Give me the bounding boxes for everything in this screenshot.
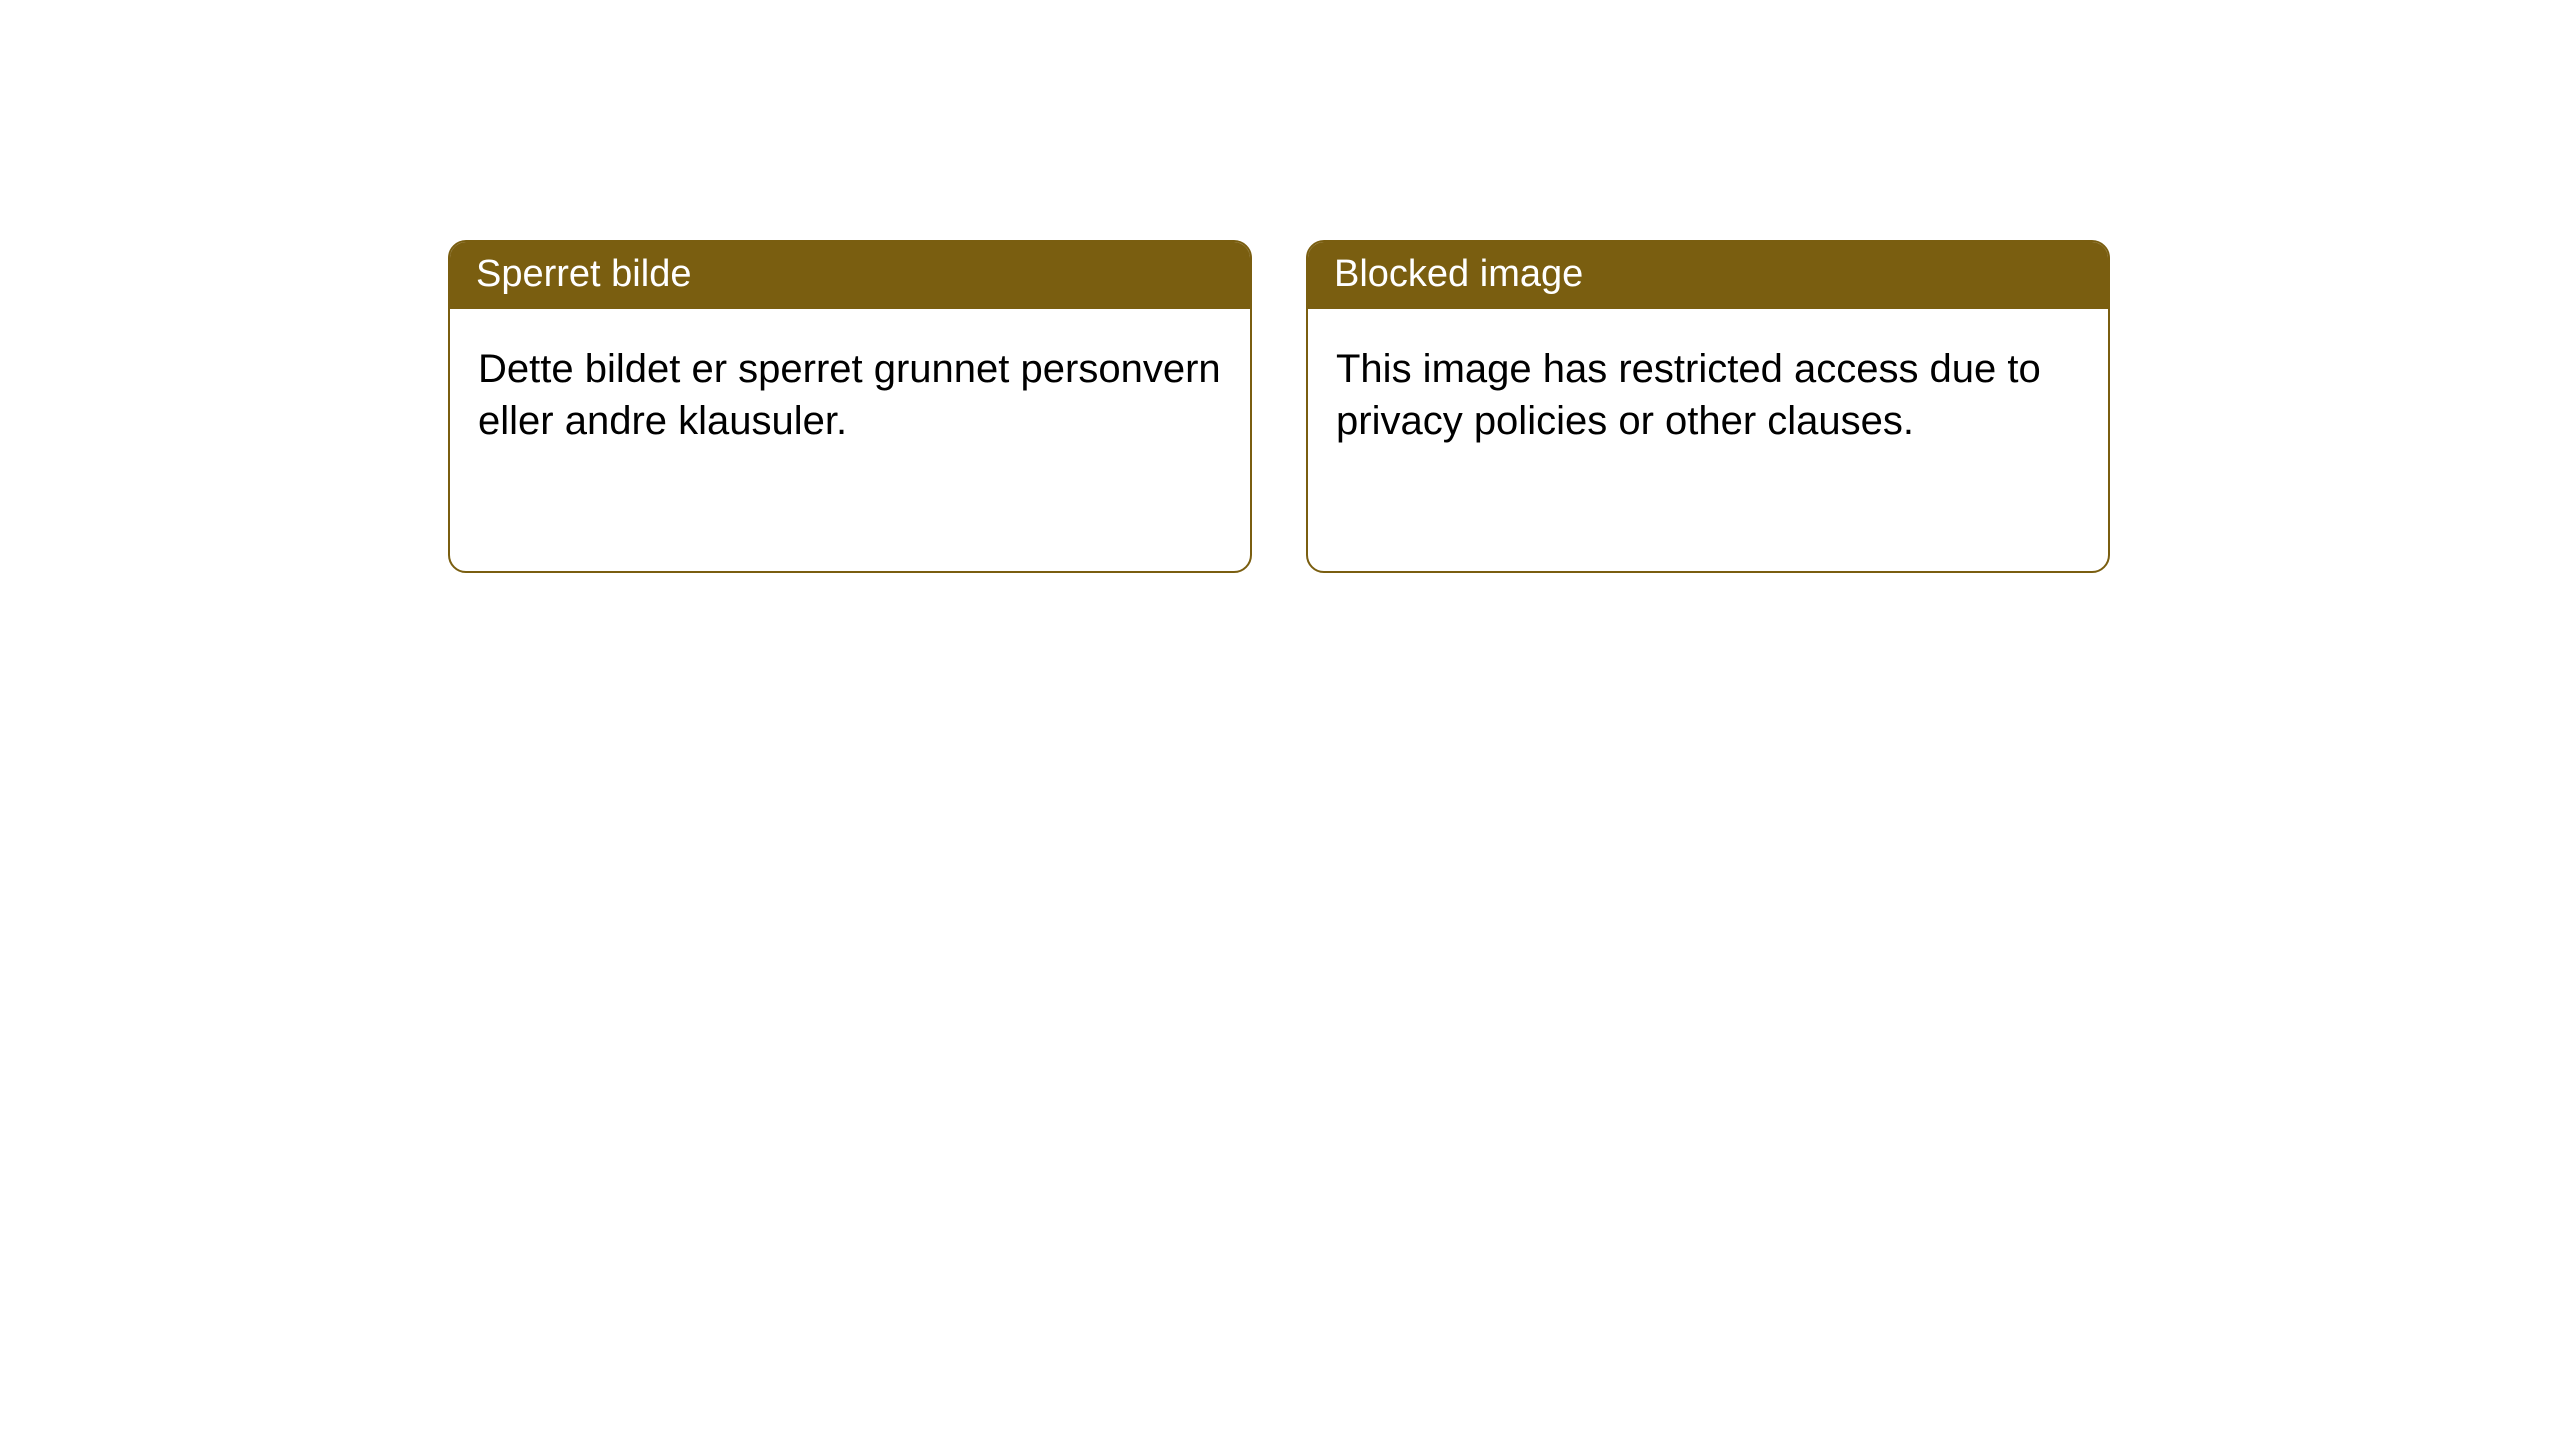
notice-title-no: Sperret bilde bbox=[450, 242, 1250, 309]
notice-card-no: Sperret bilde Dette bildet er sperret gr… bbox=[448, 240, 1252, 573]
notice-card-en: Blocked image This image has restricted … bbox=[1306, 240, 2110, 573]
notice-body-no: Dette bildet er sperret grunnet personve… bbox=[450, 309, 1250, 481]
notice-body-en: This image has restricted access due to … bbox=[1308, 309, 2108, 481]
notice-container: Sperret bilde Dette bildet er sperret gr… bbox=[0, 0, 2560, 573]
notice-title-en: Blocked image bbox=[1308, 242, 2108, 309]
